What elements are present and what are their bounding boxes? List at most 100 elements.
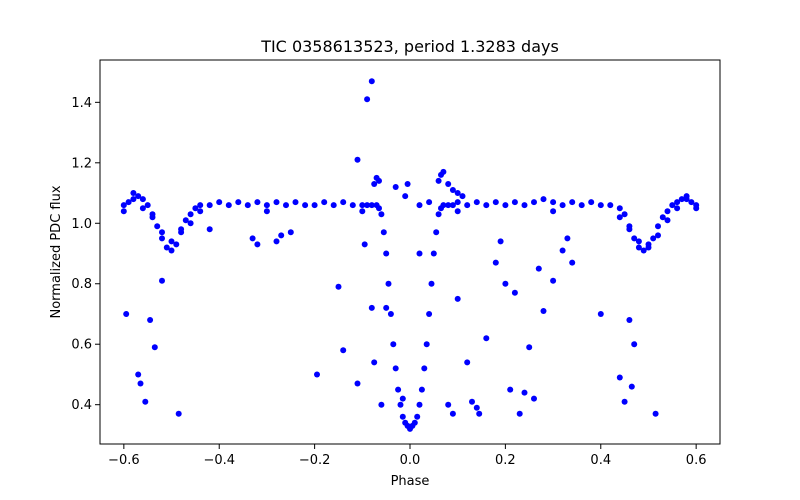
data-point	[273, 238, 280, 245]
data-point	[559, 247, 566, 254]
data-point	[392, 184, 399, 190]
data-point	[263, 208, 270, 215]
data-point	[359, 208, 366, 215]
data-point	[492, 199, 499, 206]
data-point	[464, 202, 471, 209]
data-point	[206, 202, 213, 209]
data-point	[516, 410, 523, 417]
data-point	[626, 317, 633, 323]
data-point	[559, 202, 566, 209]
data-point	[669, 202, 676, 209]
data-point	[354, 156, 361, 163]
data-point	[440, 168, 447, 175]
data-point	[182, 217, 189, 224]
data-point	[454, 208, 461, 215]
data-point	[449, 187, 456, 193]
data-point	[402, 193, 409, 200]
data-point	[311, 202, 318, 209]
data-point	[469, 398, 475, 405]
data-point	[430, 250, 437, 257]
data-point	[376, 177, 382, 184]
data-point	[616, 205, 623, 212]
data-point	[631, 341, 638, 348]
x-tick-label: −0.4	[203, 453, 235, 468]
data-point	[423, 341, 430, 348]
data-point	[168, 238, 175, 245]
data-point	[578, 202, 585, 209]
data-point	[368, 304, 375, 311]
data-point	[364, 202, 371, 209]
x-axis-ticks: −0.6 −0.4 −0.2 0.0 0.2 0.4 0.6	[108, 444, 706, 468]
data-point	[330, 202, 337, 209]
data-point	[626, 226, 633, 233]
data-point	[655, 223, 661, 230]
data-point	[550, 277, 557, 284]
data-point	[378, 401, 385, 408]
data-point	[125, 199, 132, 206]
data-point	[154, 223, 161, 230]
data-point	[130, 196, 137, 203]
data-point	[278, 232, 285, 239]
data-point	[349, 202, 356, 209]
data-point	[540, 308, 547, 314]
data-point	[335, 283, 342, 290]
data-point	[693, 205, 700, 212]
data-point	[235, 199, 242, 206]
x-tick-label: −0.6	[108, 453, 140, 468]
data-point	[137, 380, 144, 387]
data-point	[390, 341, 397, 348]
data-point	[135, 371, 142, 378]
data-point	[151, 344, 158, 351]
data-point	[354, 380, 361, 387]
y-tick-label: 0.6	[71, 338, 92, 353]
data-point	[159, 235, 165, 242]
data-point	[621, 211, 628, 218]
data-point	[588, 199, 595, 206]
y-axis-ticks: 0.4 0.6 0.8 1.0 1.2 1.4	[71, 96, 100, 413]
data-point	[476, 410, 483, 417]
data-point	[483, 335, 490, 342]
data-point	[607, 202, 614, 209]
data-point	[197, 202, 204, 209]
data-point	[526, 344, 533, 351]
data-point	[368, 78, 375, 85]
data-point	[521, 202, 528, 209]
data-point	[645, 241, 652, 248]
data-point	[376, 205, 382, 212]
y-tick-label: 0.8	[71, 277, 92, 292]
data-point	[147, 317, 154, 323]
data-point	[628, 383, 635, 390]
data-point	[531, 199, 537, 206]
data-point	[535, 265, 542, 272]
data-point	[178, 226, 185, 233]
y-tick-label: 0.4	[71, 398, 92, 413]
data-point	[144, 202, 151, 209]
x-tick-label: 0.0	[400, 453, 421, 468]
data-point	[616, 374, 623, 381]
data-point	[464, 359, 471, 366]
data-point	[273, 199, 280, 206]
data-point	[550, 208, 557, 215]
data-point	[564, 235, 571, 242]
data-point	[187, 220, 194, 227]
data-point	[135, 193, 142, 200]
data-point	[197, 208, 204, 215]
data-point	[404, 181, 411, 187]
data-point	[123, 311, 130, 317]
data-point	[216, 199, 223, 206]
data-point	[445, 401, 452, 408]
y-tick-label: 1.0	[71, 217, 92, 232]
data-point	[597, 202, 604, 209]
data-point	[449, 410, 456, 417]
data-point	[168, 247, 175, 254]
data-points	[120, 78, 700, 432]
chart-title: TIC 0358613523, period 1.3283 days	[260, 37, 559, 56]
data-point	[664, 217, 671, 224]
y-tick-label: 1.4	[71, 96, 92, 111]
data-point	[521, 389, 528, 396]
data-point	[399, 395, 406, 402]
data-point	[631, 235, 638, 242]
data-point	[502, 202, 509, 209]
data-point	[383, 304, 390, 311]
data-point	[507, 386, 514, 393]
